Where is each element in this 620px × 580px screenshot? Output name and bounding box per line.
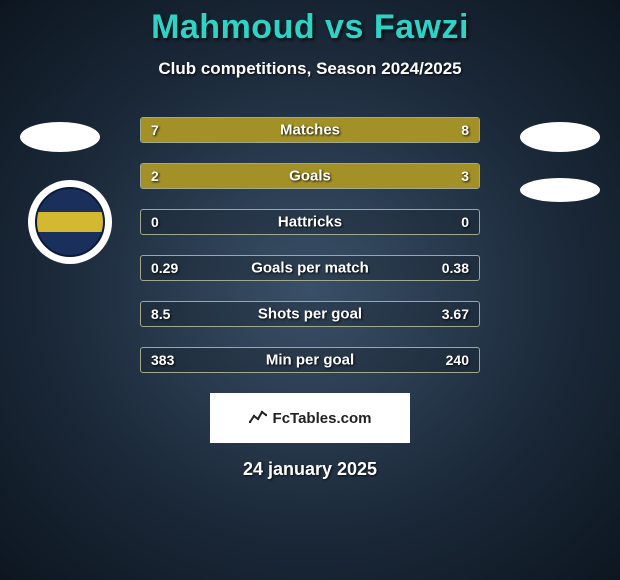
stat-value-left: 0.29 (151, 260, 178, 276)
stat-value-right: 240 (446, 352, 469, 368)
stat-value-right: 0 (461, 214, 469, 230)
stat-label: Goals (289, 168, 331, 185)
stat-label: Shots per goal (258, 306, 362, 323)
stat-value-right: 8 (461, 122, 469, 138)
attribution-badge: FcTables.com (210, 393, 410, 443)
player-right-badge (520, 122, 600, 152)
stat-value-right: 0.38 (442, 260, 469, 276)
stat-row: 0 0 Hattricks (140, 209, 480, 235)
stat-value-right: 3.67 (442, 306, 469, 322)
stat-label: Hattricks (278, 214, 342, 231)
player-left-club-crest (28, 180, 112, 264)
comparison-title: Mahmoud vs Fawzi (0, 0, 620, 47)
stats-bars: 7 8 Matches 2 3 Goals 0 0 Hattricks 0.29 0.38 Goals… (140, 117, 480, 373)
stat-value-left: 0 (151, 214, 159, 230)
stat-row: 7 8 Matches (140, 117, 480, 143)
stat-bar-left (141, 118, 300, 142)
stat-row: 8.5 3.67 Shots per goal (140, 301, 480, 327)
stat-value-left: 8.5 (151, 306, 170, 322)
stat-row: 383 240 Min per goal (140, 347, 480, 373)
player-left-badge (20, 122, 100, 152)
stat-label: Goals per match (251, 260, 369, 277)
stat-value-right: 3 (461, 168, 469, 184)
chart-icon (249, 409, 267, 428)
stat-value-left: 2 (151, 168, 159, 184)
attribution-text: FcTables.com (273, 410, 372, 427)
club-crest-icon (35, 187, 105, 257)
comparison-subtitle: Club competitions, Season 2024/2025 (0, 59, 620, 79)
stat-bar-left (141, 164, 276, 188)
stat-value-left: 7 (151, 122, 159, 138)
stat-value-left: 383 (151, 352, 174, 368)
stat-label: Min per goal (266, 352, 354, 369)
stat-label: Matches (280, 122, 340, 139)
player-right-club-badge (520, 178, 600, 202)
comparison-date: 24 january 2025 (0, 459, 620, 480)
stat-row: 0.29 0.38 Goals per match (140, 255, 480, 281)
stat-row: 2 3 Goals (140, 163, 480, 189)
